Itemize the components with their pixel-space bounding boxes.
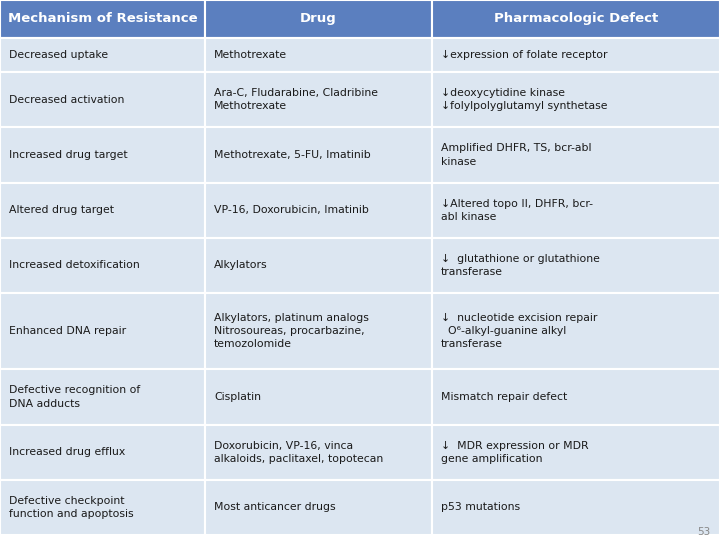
Bar	[432, 369, 720, 424]
Bar	[432, 238, 720, 293]
Bar	[205, 369, 432, 424]
Bar	[432, 424, 720, 480]
Text: Pharmacologic Defect: Pharmacologic Defect	[494, 12, 658, 25]
Bar	[432, 72, 720, 127]
Bar	[432, 0, 720, 38]
Text: Alkylators: Alkylators	[215, 260, 268, 271]
Text: Mismatch repair defect: Mismatch repair defect	[441, 392, 567, 402]
Text: ↓Altered topo II, DHFR, bcr-
abl kinase: ↓Altered topo II, DHFR, bcr- abl kinase	[441, 199, 593, 222]
Bar	[0, 293, 205, 369]
Text: Decreased activation: Decreased activation	[9, 94, 125, 105]
Text: Methotrexate, 5-FU, Imatinib: Methotrexate, 5-FU, Imatinib	[215, 150, 371, 160]
Text: Increased drug target: Increased drug target	[9, 150, 127, 160]
Text: Decreased uptake: Decreased uptake	[9, 50, 108, 60]
Bar	[205, 424, 432, 480]
Text: Altered drug target: Altered drug target	[9, 205, 114, 215]
Bar	[432, 127, 720, 183]
Text: Methotrexate: Methotrexate	[215, 50, 287, 60]
Bar	[0, 238, 205, 293]
Text: Increased detoxification: Increased detoxification	[9, 260, 140, 271]
Bar	[0, 72, 205, 127]
Bar	[432, 293, 720, 369]
Text: Amplified DHFR, TS, bcr-abl
kinase: Amplified DHFR, TS, bcr-abl kinase	[441, 144, 592, 167]
Text: ↓  MDR expression or MDR
gene amplification: ↓ MDR expression or MDR gene amplificati…	[441, 441, 589, 464]
Bar	[0, 424, 205, 480]
Text: ↓expression of folate receptor: ↓expression of folate receptor	[441, 50, 608, 60]
Bar	[432, 183, 720, 238]
Bar	[0, 127, 205, 183]
Bar	[432, 480, 720, 535]
Text: Doxorubicin, VP-16, vinca
alkaloids, paclitaxel, topotecan: Doxorubicin, VP-16, vinca alkaloids, pac…	[215, 441, 384, 464]
Text: Defective checkpoint
function and apoptosis: Defective checkpoint function and apopto…	[9, 496, 134, 519]
Text: p53 mutations: p53 mutations	[441, 502, 520, 512]
Text: Defective recognition of
DNA adducts: Defective recognition of DNA adducts	[9, 386, 140, 409]
Bar	[205, 293, 432, 369]
Text: Mechanism of Resistance: Mechanism of Resistance	[8, 12, 197, 25]
Text: Cisplatin: Cisplatin	[215, 392, 261, 402]
Bar	[432, 38, 720, 72]
Bar	[205, 38, 432, 72]
Bar	[205, 480, 432, 535]
Bar	[205, 127, 432, 183]
Text: VP-16, Doxorubicin, Imatinib: VP-16, Doxorubicin, Imatinib	[215, 205, 369, 215]
Bar	[0, 480, 205, 535]
Text: ↓  glutathione or glutathione
transferase: ↓ glutathione or glutathione transferase	[441, 254, 600, 277]
Text: ↓  nucleotide excision repair
  O⁶-alkyl-guanine alkyl
transferase: ↓ nucleotide excision repair O⁶-alkyl-gu…	[441, 313, 598, 349]
Text: Drug: Drug	[300, 12, 337, 25]
Bar	[0, 369, 205, 424]
Text: Enhanced DNA repair: Enhanced DNA repair	[9, 326, 126, 336]
Text: Ara-C, Fludarabine, Cladribine
Methotrexate: Ara-C, Fludarabine, Cladribine Methotrex…	[215, 88, 378, 111]
Bar	[205, 72, 432, 127]
Bar	[0, 0, 205, 38]
Text: ↓deoxycytidine kinase
↓folylpolyglutamyl synthetase: ↓deoxycytidine kinase ↓folylpolyglutamyl…	[441, 88, 608, 111]
Text: Alkylators, platinum analogs
Nitrosoureas, procarbazine,
temozolomide: Alkylators, platinum analogs Nitrosourea…	[215, 313, 369, 349]
Text: Most anticancer drugs: Most anticancer drugs	[215, 502, 336, 512]
Bar	[0, 183, 205, 238]
Bar	[0, 38, 205, 72]
Text: Increased drug efflux: Increased drug efflux	[9, 447, 125, 457]
Bar	[205, 238, 432, 293]
Bar	[205, 0, 432, 38]
Text: 53: 53	[697, 527, 710, 537]
Bar	[205, 183, 432, 238]
